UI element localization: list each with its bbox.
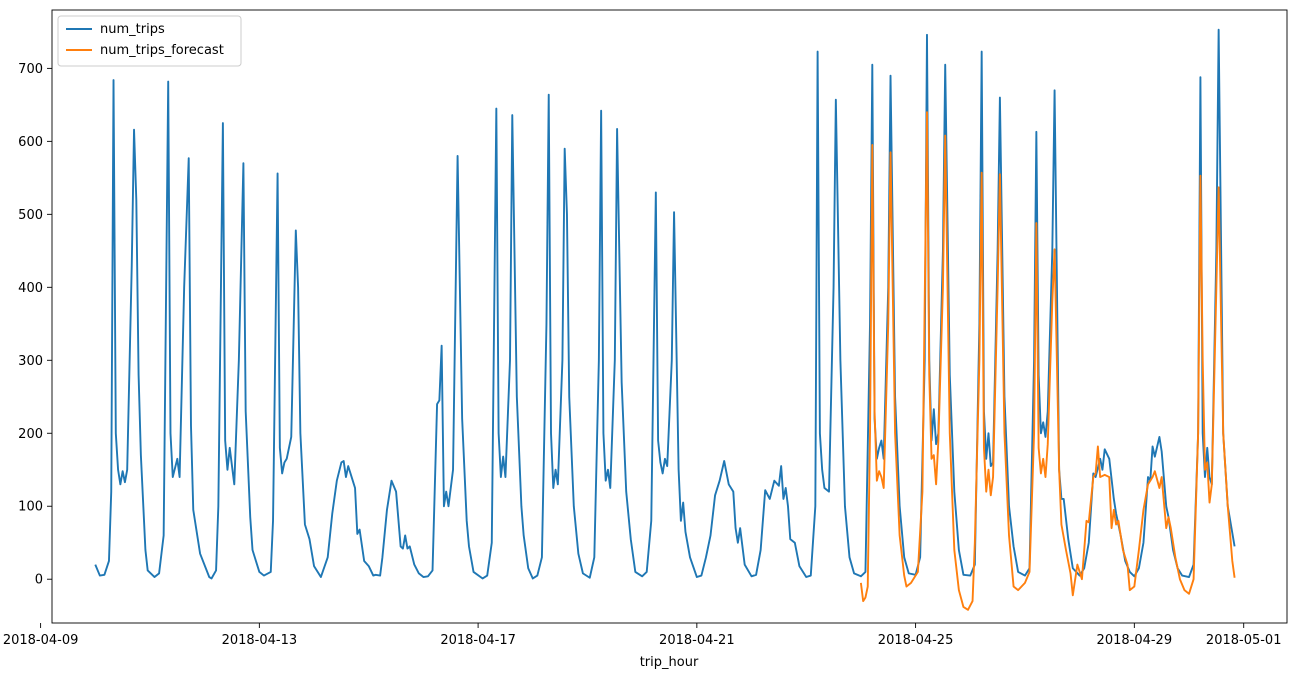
y-tick-label: 500	[18, 208, 43, 223]
x-axis-label: trip_hour	[640, 655, 699, 670]
x-tick-label: 2018-04-17	[440, 633, 516, 648]
y-tick-label: 100	[18, 500, 43, 515]
y-tick-label: 400	[18, 281, 43, 296]
plot-frame	[51, 9, 1288, 624]
series-line-num-trips-forecast	[859, 111, 1236, 611]
x-tick-label: 2018-04-13	[222, 633, 298, 648]
plot-area	[94, 28, 1236, 611]
legend-box	[57, 15, 242, 67]
y-tick-label: 200	[18, 427, 43, 442]
x-tick-label: 2018-05-01	[1206, 633, 1282, 648]
legend-label-num-trips: num_trips	[100, 22, 165, 37]
y-tick-label: 700	[18, 62, 43, 77]
y-axis: 0 100 200 300 400 500 600 700	[18, 62, 52, 588]
legend: num_trips num_trips_forecast	[57, 15, 242, 67]
x-tick-label: 2018-04-09	[3, 633, 79, 648]
x-axis: 2018-04-09 2018-04-13 2018-04-17 2018-04-21…	[3, 623, 1282, 648]
x-tick-label: 2018-04-29	[1097, 633, 1173, 648]
x-tick-label: 2018-04-21	[659, 633, 735, 648]
y-tick-label: 300	[18, 354, 43, 369]
series-line-num-trips	[94, 28, 1236, 580]
y-tick-label: 0	[35, 573, 43, 588]
legend-label-num-trips-forecast: num_trips_forecast	[100, 43, 224, 58]
y-tick-label: 600	[18, 135, 43, 150]
x-tick-label: 2018-04-25	[878, 633, 954, 648]
